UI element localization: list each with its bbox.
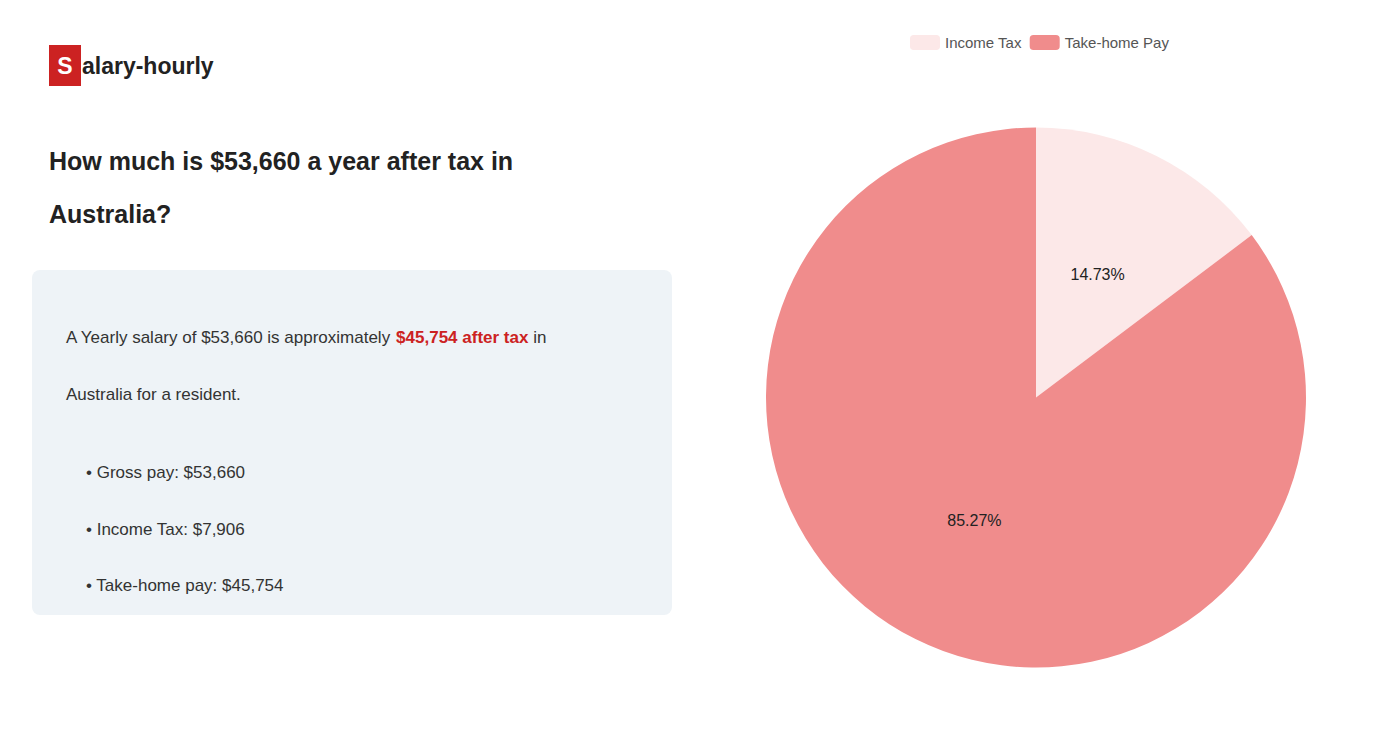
svg-text:• Income Tax: $7,906: • Income Tax: $7,906 xyxy=(86,520,245,539)
svg-text:$45,754 after tax: $45,754 after tax xyxy=(396,328,529,347)
svg-text:14.73%: 14.73% xyxy=(1070,266,1124,283)
svg-text:Australia for a resident.: Australia for a resident. xyxy=(66,385,241,404)
svg-text:S: S xyxy=(57,53,72,79)
svg-text:A Yearly salary of $53,660 is: A Yearly salary of $53,660 is approximat… xyxy=(66,328,395,347)
svg-text:How much is $53,660 a year aft: How much is $53,660 a year after tax in xyxy=(49,147,513,175)
svg-text:Income Tax: Income Tax xyxy=(945,34,1022,51)
svg-text:alary-hourly: alary-hourly xyxy=(82,53,214,79)
svg-text:• Gross pay: $53,660: • Gross pay: $53,660 xyxy=(86,463,245,482)
svg-text:85.27%: 85.27% xyxy=(947,512,1001,529)
svg-text:in: in xyxy=(528,328,546,347)
svg-text:• Take-home pay: $45,754: • Take-home pay: $45,754 xyxy=(86,576,284,595)
svg-text:Australia?: Australia? xyxy=(49,200,171,228)
svg-text:Take-home Pay: Take-home Pay xyxy=(1065,34,1170,51)
